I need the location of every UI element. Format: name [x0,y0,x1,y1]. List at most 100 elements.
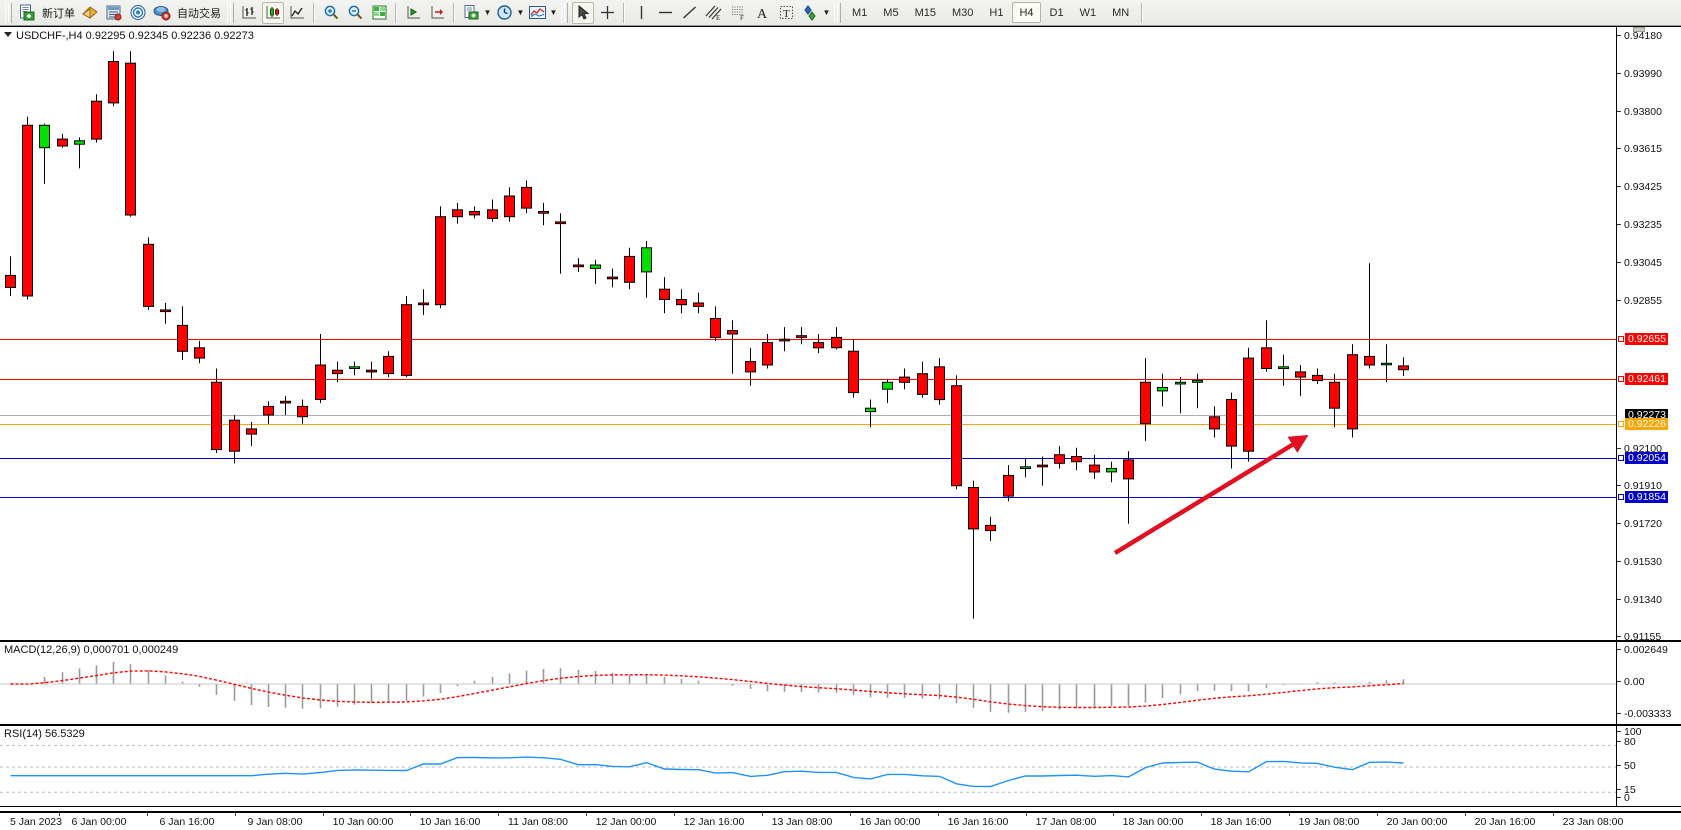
timeframe-mn[interactable]: MN [1112,6,1130,19]
navigator-icon[interactable] [127,2,149,24]
price-tag-pivot[interactable]: 0.92226 [1625,418,1668,430]
horizontal-line-icon[interactable] [654,2,676,24]
price-pane[interactable]: USDCHF-,H4 0.92295 0.92345 0.92236 0.922… [0,27,1681,641]
chart-area[interactable]: USDCHF-,H4 0.92295 0.92345 0.92236 0.922… [0,26,1681,812]
time-separator [1026,812,1027,816]
toolbar-grip-3[interactable] [561,2,568,23]
time-tick-label: 16 Jan 00:00 [859,816,921,828]
rsi-tick: 80 [1617,737,1636,747]
price-tick: 0.92100 [1617,444,1662,454]
bar-chart-icon[interactable] [238,2,260,24]
chart-scroll-handle[interactable] [1633,27,1645,32]
timeframe-h1[interactable]: H1 [989,6,1004,19]
rsi-scale: 100 80 50 15 0 [1617,726,1681,806]
cursor-icon[interactable] [572,1,594,24]
templates-dropdown-arrow[interactable]: ▼ [483,7,492,17]
templates-icon[interactable] [460,2,482,24]
text-icon[interactable]: A [751,2,773,24]
auto-scroll-icon[interactable] [426,2,448,24]
line-chart-icon[interactable] [286,2,308,24]
macd-series [0,661,1616,713]
periodicity-icon[interactable] [493,2,515,24]
rsi-pane[interactable]: RSI(14) 56.5329 100 80 50 15 0 [0,725,1681,807]
time-separator [1289,812,1290,816]
new-order-icon[interactable] [16,2,38,24]
time-separator [1465,812,1466,816]
shapes-icon[interactable] [799,2,821,24]
macd-plot[interactable] [0,642,1617,724]
zoom-out-icon[interactable] [344,2,366,24]
indicators-dropdown-arrow[interactable]: ▼ [549,7,558,17]
uptrend-arrow[interactable] [0,27,1617,640]
macd-scale: 0.002649 0.00 -0.003333 [1617,642,1681,724]
rsi-tick: 15 [1617,785,1636,795]
time-separator [1201,812,1202,816]
chart-shift-icon[interactable] [402,2,424,24]
trendline-icon[interactable] [678,2,700,24]
price-tag-support-1[interactable]: 0.92054 [1625,452,1668,464]
fibonacci-icon[interactable]: F [727,2,749,24]
price-line-support-1[interactable] [0,458,1616,459]
time-tick-label: 6 Jan 16:00 [159,816,215,828]
price-tick: 0.91910 [1617,481,1662,491]
price-line-resistance-2[interactable] [0,379,1616,380]
text-label-icon[interactable]: T [775,2,797,24]
price-tag-support-2[interactable]: 0.91854 [1625,491,1668,503]
crosshair-icon[interactable] [596,2,618,24]
time-axis[interactable]: 5 Jan 2023 6 Jan 00:00 6 Jan 16:00 9 Jan 08… [0,812,1681,830]
timeframe-w1[interactable]: W1 [1079,6,1097,19]
svg-text:E: E [716,14,720,21]
price-line-handle[interactable] [1618,421,1624,427]
macd-pane[interactable]: MACD(12,26,9) 0,000701 0,000249 0.002649… [0,641,1681,725]
toolbar-grip[interactable] [5,2,12,23]
timeframe-m30[interactable]: M30 [951,6,974,19]
timeframe-h4[interactable]: H4 [1012,2,1041,23]
indicators-icon[interactable] [526,2,548,24]
time-separator [410,812,411,816]
timeframe-m1[interactable]: M1 [852,6,868,19]
rsi-plot[interactable] [0,726,1617,806]
new-order-label[interactable]: 新订单 [42,7,75,20]
toolbar-grip-4[interactable] [834,2,841,23]
price-tick: 0.93425 [1617,182,1662,192]
candlestick-chart-icon[interactable] [262,1,284,24]
macd-label: MACD(12,26,9) 0,000701 0,000249 [4,644,179,656]
price-tag-resistance-1[interactable]: 0.92655 [1625,333,1668,345]
price-plot[interactable] [0,27,1617,640]
timeframe-m5[interactable]: M5 [883,6,899,19]
toolbar-separator-3 [453,2,455,23]
data-window-icon[interactable] [103,2,125,24]
vertical-line-icon[interactable] [630,2,652,24]
zoom-in-icon[interactable] [320,2,342,24]
price-tick: 0.92855 [1617,296,1662,306]
price-scale[interactable]: 0.94180 0.93990 0.93800 0.93615 0.93425 0.932… [1617,27,1681,640]
price-line-support-2[interactable] [0,497,1616,498]
toolbar-grip-2[interactable] [227,2,234,23]
expert-advisors-icon[interactable] [79,2,101,24]
price-line-handle[interactable] [1618,455,1624,461]
price-tick: 0.94180 [1617,31,1662,41]
time-separator [586,812,587,816]
time-tick-label: 12 Jan 16:00 [683,816,745,828]
grid-icon[interactable] [368,2,390,24]
shapes-dropdown-arrow[interactable]: ▼ [822,7,831,17]
timeframe-m15[interactable]: M15 [914,6,936,19]
equidistant-channel-icon[interactable]: E [702,2,725,24]
rsi-tick: 100 [1617,727,1642,737]
autotrading-label[interactable]: 自动交易 [177,7,221,20]
price-line-pivot[interactable] [0,424,1616,425]
price-line-handle[interactable] [1618,376,1624,382]
periodicity-dropdown-arrow[interactable]: ▼ [516,7,525,17]
time-separator [1113,812,1114,816]
price-line-handle[interactable] [1618,494,1624,500]
autotrading-icon[interactable] [151,2,173,24]
timeframe-d1[interactable]: D1 [1049,6,1064,19]
price-tick: 0.93800 [1617,107,1662,117]
price-line-handle[interactable] [1618,336,1624,342]
price-tag-resistance-2[interactable]: 0.92461 [1625,373,1668,385]
timeframe-bar: M1 M5 M15 M30 H1 H4 D1 W1 MN [844,2,1137,23]
time-tick-label: 18 Jan 00:00 [1122,816,1184,828]
price-line-resistance-1[interactable] [0,339,1616,340]
price-tick: 0.93615 [1617,144,1662,154]
chart-menu-caret-icon[interactable] [4,32,12,37]
